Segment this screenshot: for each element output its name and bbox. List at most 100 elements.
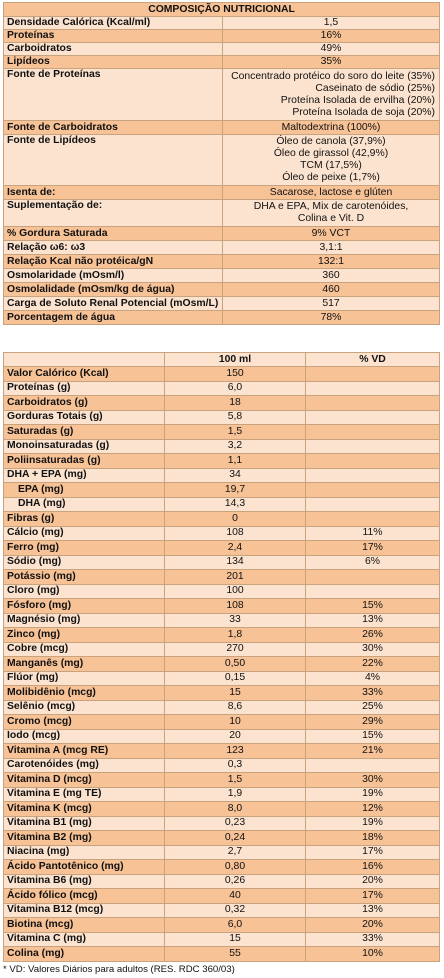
row-value-lines: Óleo de canola (37,9%) Óleo de girassol (…	[222, 134, 440, 186]
composition-title-row: COMPOSIÇÃO NUTRICIONAL	[3, 2, 440, 17]
nutrient-row: Vitamina E (mg TE) 1,9 19%	[3, 786, 440, 802]
nutrient-row: Carotenóides (mg) 0,3	[3, 757, 440, 773]
nutrient-100ml-value: 0,24	[164, 830, 306, 846]
nutrient-name: Selênio (mcg)	[3, 699, 165, 715]
nutrient-name: DHA (mg)	[3, 496, 165, 512]
nutrient-100ml-value: 1,1	[164, 453, 306, 469]
nutrition-facts-body: 100 ml % VD Valor Calórico (Kcal) 150 Prot…	[3, 352, 440, 962]
nutrient-100ml-value: 0,15	[164, 670, 306, 686]
nutrient-name: Fibras (g)	[3, 511, 165, 527]
nutrient-100ml-value: 1,5	[164, 424, 306, 440]
nutrient-vd-value	[305, 496, 440, 512]
row-label: % Gordura Saturada	[3, 226, 223, 241]
nutrient-row: Ferro (mg) 2,4 17%	[3, 540, 440, 556]
composition-row: % Gordura Saturada 9% VCT	[3, 226, 440, 241]
nutrient-vd-value	[305, 511, 440, 527]
composition-row: Carga de Soluto Renal Potencial (mOsm/L)…	[3, 296, 440, 311]
nutrient-vd-value: 25%	[305, 699, 440, 715]
row-label: Proteínas	[3, 29, 223, 43]
nutrient-name: Molibidênio (mcg)	[3, 685, 165, 701]
nutrient-name: Vitamina B12 (mcg)	[3, 902, 165, 918]
row-value: 3,1:1	[222, 240, 440, 255]
nutrient-row: Niacina (mg) 2,7 17%	[3, 844, 440, 860]
composition-row: Carboidratos 49%	[3, 42, 440, 56]
row-value: 132:1	[222, 254, 440, 269]
row-value: 517	[222, 296, 440, 311]
nutrient-vd-value: 22%	[305, 656, 440, 672]
nutrient-row: Manganês (mg) 0,50 22%	[3, 656, 440, 672]
nutrient-vd-value: 12%	[305, 801, 440, 817]
nutrient-row: Vitamina D (mcg) 1,5 30%	[3, 772, 440, 788]
nutrient-name: Poliinsaturadas (g)	[3, 453, 165, 469]
row-value-lines: DHA e EPA, Mix de carotenóides, Colina e …	[222, 199, 440, 227]
nutrient-100ml-value: 10	[164, 714, 306, 730]
nutrient-row: Valor Calórico (Kcal) 150	[3, 366, 440, 382]
row-label: Carboidratos	[3, 42, 223, 56]
nutrient-row: Selênio (mcg) 8,6 25%	[3, 699, 440, 715]
nutrient-100ml-value: 0,32	[164, 902, 306, 918]
nutrient-vd-value: 19%	[305, 786, 440, 802]
row-label: Fonte de Carboidratos	[3, 120, 223, 135]
nutrient-vd-value: 33%	[305, 685, 440, 701]
nutrient-row: Molibidênio (mcg) 15 33%	[3, 685, 440, 701]
nutrient-name: DHA + EPA (mg)	[3, 467, 165, 483]
nutrient-name: Manganês (mg)	[3, 656, 165, 672]
nutrient-vd-value	[305, 380, 440, 396]
nutrient-name: Niacina (mg)	[3, 844, 165, 860]
nutrient-vd-value: 4%	[305, 670, 440, 686]
nutrient-name: Zinco (mg)	[3, 627, 165, 643]
nutrient-name: Carboidratos (g)	[3, 395, 165, 411]
row-label: Fonte de Proteínas	[3, 68, 223, 121]
nutrient-row: Cloro (mg) 100	[3, 583, 440, 599]
nutrient-row: Monoinsaturadas (g) 3,2	[3, 438, 440, 454]
nutrient-100ml-value: 134	[164, 554, 306, 570]
nutrient-vd-value	[305, 482, 440, 498]
value-line: Caseinato de sódio (25%)	[315, 82, 435, 94]
nutrient-row: Flúor (mg) 0,15 4%	[3, 670, 440, 686]
nutrient-name: Cloro (mg)	[3, 583, 165, 599]
value-line: Óleo de girassol (42,9%)	[273, 148, 389, 159]
row-value-lines: Concentrado protéico do soro do leite (3…	[222, 68, 440, 121]
nutrient-row: Gorduras Totais (g) 5,8	[3, 409, 440, 425]
nutrient-vd-value: 13%	[305, 902, 440, 918]
nutrient-vd-value: 17%	[305, 844, 440, 860]
nutrient-row: Potássio (mg) 201	[3, 569, 440, 585]
header-vd: % VD	[305, 352, 440, 367]
nutrient-100ml-value: 201	[164, 569, 306, 585]
nutrient-row: Sódio (mg) 134 6%	[3, 554, 440, 570]
row-label: Osmolaridade (mOsm/l)	[3, 268, 223, 283]
nutrient-name: Carotenóides (mg)	[3, 757, 165, 773]
nutrient-row: Zinco (mg) 1,8 26%	[3, 627, 440, 643]
row-value: 1,5	[222, 16, 440, 30]
nutrient-100ml-value: 2,7	[164, 844, 306, 860]
nutrient-vd-value: 33%	[305, 931, 440, 947]
nutrient-vd-value	[305, 569, 440, 585]
nutrient-100ml-value: 18	[164, 395, 306, 411]
nutrient-row: EPA (mg) 19,7	[3, 482, 440, 498]
nutrient-100ml-value: 270	[164, 641, 306, 657]
nutrient-100ml-value: 33	[164, 612, 306, 628]
composition-title: COMPOSIÇÃO NUTRICIONAL	[3, 2, 440, 17]
nutrient-row: Vitamina K (mcg) 8,0 12%	[3, 801, 440, 817]
nutrient-row: DHA + EPA (mg) 34	[3, 467, 440, 483]
row-value: Maltodextrina (100%)	[222, 120, 440, 135]
nutrient-name: Iodo (mcg)	[3, 728, 165, 744]
nutrient-row: Proteínas (g) 6,0	[3, 380, 440, 396]
nutrient-name: Potássio (mg)	[3, 569, 165, 585]
nutrient-vd-value	[305, 409, 440, 425]
nutrient-vd-value: 26%	[305, 627, 440, 643]
row-value: Sacarose, lactose e glúten	[222, 185, 440, 200]
nutrient-name: Ácido fólico (mcg)	[3, 888, 165, 904]
nutrient-100ml-value: 1,5	[164, 772, 306, 788]
nutrient-100ml-value: 55	[164, 946, 306, 962]
nutrient-100ml-value: 0,3	[164, 757, 306, 773]
nutrient-name: Vitamina C (mg)	[3, 931, 165, 947]
nutrient-row: Cobre (mcg) 270 30%	[3, 641, 440, 657]
value-line: Proteína Isolada de soja (20%)	[292, 106, 435, 118]
value-line: DHA e EPA, Mix de carotenóides,	[253, 201, 409, 212]
nutrient-name: Fósforo (mg)	[3, 598, 165, 614]
nutrient-100ml-value: 150	[164, 366, 306, 382]
row-label: Carga de Soluto Renal Potencial (mOsm/L)	[3, 296, 223, 311]
nutrient-name: Vitamina K (mcg)	[3, 801, 165, 817]
nutrient-vd-value: 15%	[305, 598, 440, 614]
